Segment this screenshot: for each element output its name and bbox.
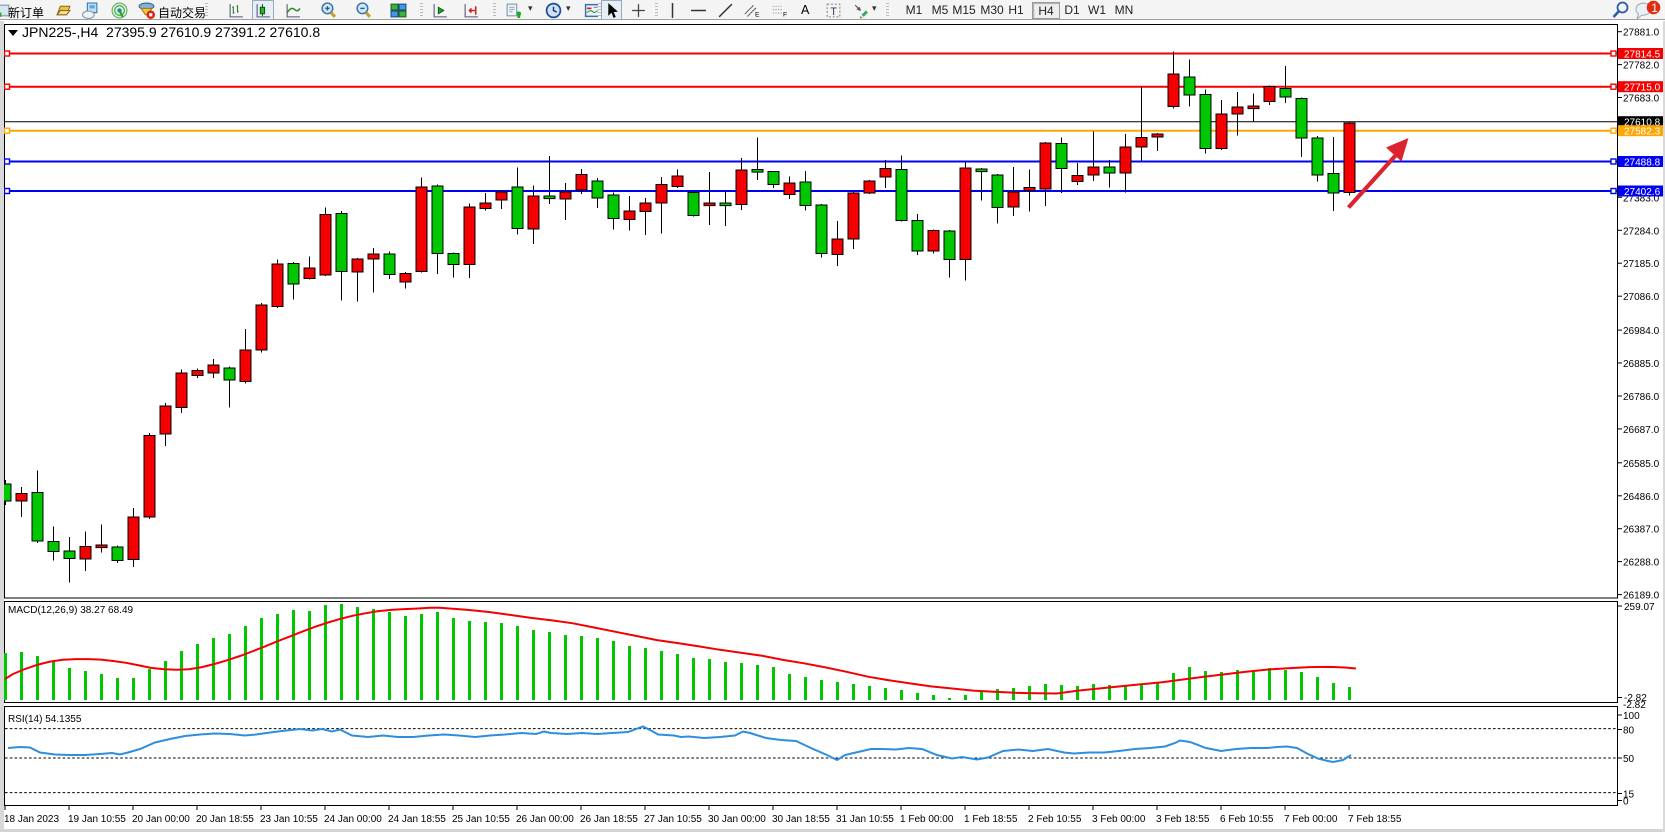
svg-text:7 Feb 00:00: 7 Feb 00:00 bbox=[1284, 814, 1338, 825]
svg-text:20 Jan 18:55: 20 Jan 18:55 bbox=[196, 814, 254, 825]
svg-text:26984.0: 26984.0 bbox=[1623, 326, 1660, 337]
svg-text:15: 15 bbox=[1623, 790, 1635, 801]
svg-text:26189.0: 26189.0 bbox=[1623, 591, 1660, 602]
svg-text:-2.82: -2.82 bbox=[1623, 700, 1646, 711]
svg-text:7 Feb 18:55: 7 Feb 18:55 bbox=[1348, 814, 1402, 825]
svg-text:1: 1 bbox=[1651, 1, 1658, 15]
svg-text:E: E bbox=[755, 11, 760, 18]
svg-text:-2.82: -2.82 bbox=[1624, 693, 1647, 704]
svg-text:26687.0: 26687.0 bbox=[1623, 425, 1660, 436]
svg-text:27582.3: 27582.3 bbox=[1624, 127, 1661, 138]
svg-text:26585.0: 26585.0 bbox=[1623, 459, 1660, 470]
svg-text:100: 100 bbox=[1623, 711, 1640, 722]
svg-text:3 Feb 18:55: 3 Feb 18:55 bbox=[1156, 814, 1210, 825]
svg-text:27881.0: 27881.0 bbox=[1623, 28, 1660, 39]
svg-text:50: 50 bbox=[1623, 754, 1635, 765]
svg-text:26288.0: 26288.0 bbox=[1623, 558, 1660, 569]
svg-text:1 Feb 18:55: 1 Feb 18:55 bbox=[964, 814, 1018, 825]
svg-text:MACD(12,26,9) 38.27 68.49: MACD(12,26,9) 38.27 68.49 bbox=[8, 605, 134, 616]
svg-text:T: T bbox=[830, 6, 837, 18]
svg-text:26387.0: 26387.0 bbox=[1623, 525, 1660, 536]
svg-text:27683.0: 27683.0 bbox=[1623, 94, 1660, 105]
svg-text:27185.0: 27185.0 bbox=[1623, 259, 1660, 270]
svg-text:27610.8: 27610.8 bbox=[1624, 118, 1661, 129]
svg-text:19 Jan 10:55: 19 Jan 10:55 bbox=[68, 814, 126, 825]
svg-text:23 Jan 10:55: 23 Jan 10:55 bbox=[260, 814, 318, 825]
svg-text:JPN225-,H4 27395.9 27610.9 27: JPN225-,H4 27395.9 27610.9 27391.2 27610… bbox=[22, 24, 320, 40]
svg-text:26486.0: 26486.0 bbox=[1623, 492, 1660, 503]
svg-text:27 Jan 10:55: 27 Jan 10:55 bbox=[644, 814, 702, 825]
svg-text:27814.5: 27814.5 bbox=[1624, 50, 1661, 61]
svg-text:31 Jan 10:55: 31 Jan 10:55 bbox=[836, 814, 894, 825]
svg-text:18 Jan 2023: 18 Jan 2023 bbox=[4, 814, 59, 825]
svg-text:30 Jan 18:55: 30 Jan 18:55 bbox=[772, 814, 830, 825]
svg-text:30 Jan 00:00: 30 Jan 00:00 bbox=[708, 814, 766, 825]
svg-text:27383.0: 27383.0 bbox=[1623, 193, 1660, 204]
svg-text:27488.8: 27488.8 bbox=[1624, 158, 1661, 169]
svg-text:259.07: 259.07 bbox=[1624, 602, 1655, 613]
svg-text:2 Feb 10:55: 2 Feb 10:55 bbox=[1028, 814, 1082, 825]
svg-text:27715.0: 27715.0 bbox=[1624, 83, 1661, 94]
svg-text:F: F bbox=[783, 11, 787, 18]
svg-text:RSI(14) 54.1355: RSI(14) 54.1355 bbox=[8, 714, 82, 725]
svg-text:24 Jan 18:55: 24 Jan 18:55 bbox=[388, 814, 446, 825]
svg-text:3 Feb 00:00: 3 Feb 00:00 bbox=[1092, 814, 1146, 825]
svg-text:6 Feb 10:55: 6 Feb 10:55 bbox=[1220, 814, 1274, 825]
svg-text:20 Jan 00:00: 20 Jan 00:00 bbox=[132, 814, 190, 825]
svg-text:27402.6: 27402.6 bbox=[1624, 187, 1661, 198]
svg-text:80: 80 bbox=[1623, 726, 1635, 737]
svg-text:27284.0: 27284.0 bbox=[1623, 226, 1660, 237]
svg-text:26885.0: 26885.0 bbox=[1623, 359, 1660, 370]
svg-text:26 Jan 00:00: 26 Jan 00:00 bbox=[516, 814, 574, 825]
svg-text:1 Feb 00:00: 1 Feb 00:00 bbox=[900, 814, 954, 825]
svg-text:24 Jan 00:00: 24 Jan 00:00 bbox=[324, 814, 382, 825]
svg-text:26786.0: 26786.0 bbox=[1623, 392, 1660, 403]
svg-text:26 Jan 18:55: 26 Jan 18:55 bbox=[580, 814, 638, 825]
svg-text:0: 0 bbox=[1623, 797, 1629, 808]
svg-text:27086.0: 27086.0 bbox=[1623, 292, 1660, 303]
svg-text:27782.0: 27782.0 bbox=[1623, 61, 1660, 72]
svg-text:25 Jan 10:55: 25 Jan 10:55 bbox=[452, 814, 510, 825]
